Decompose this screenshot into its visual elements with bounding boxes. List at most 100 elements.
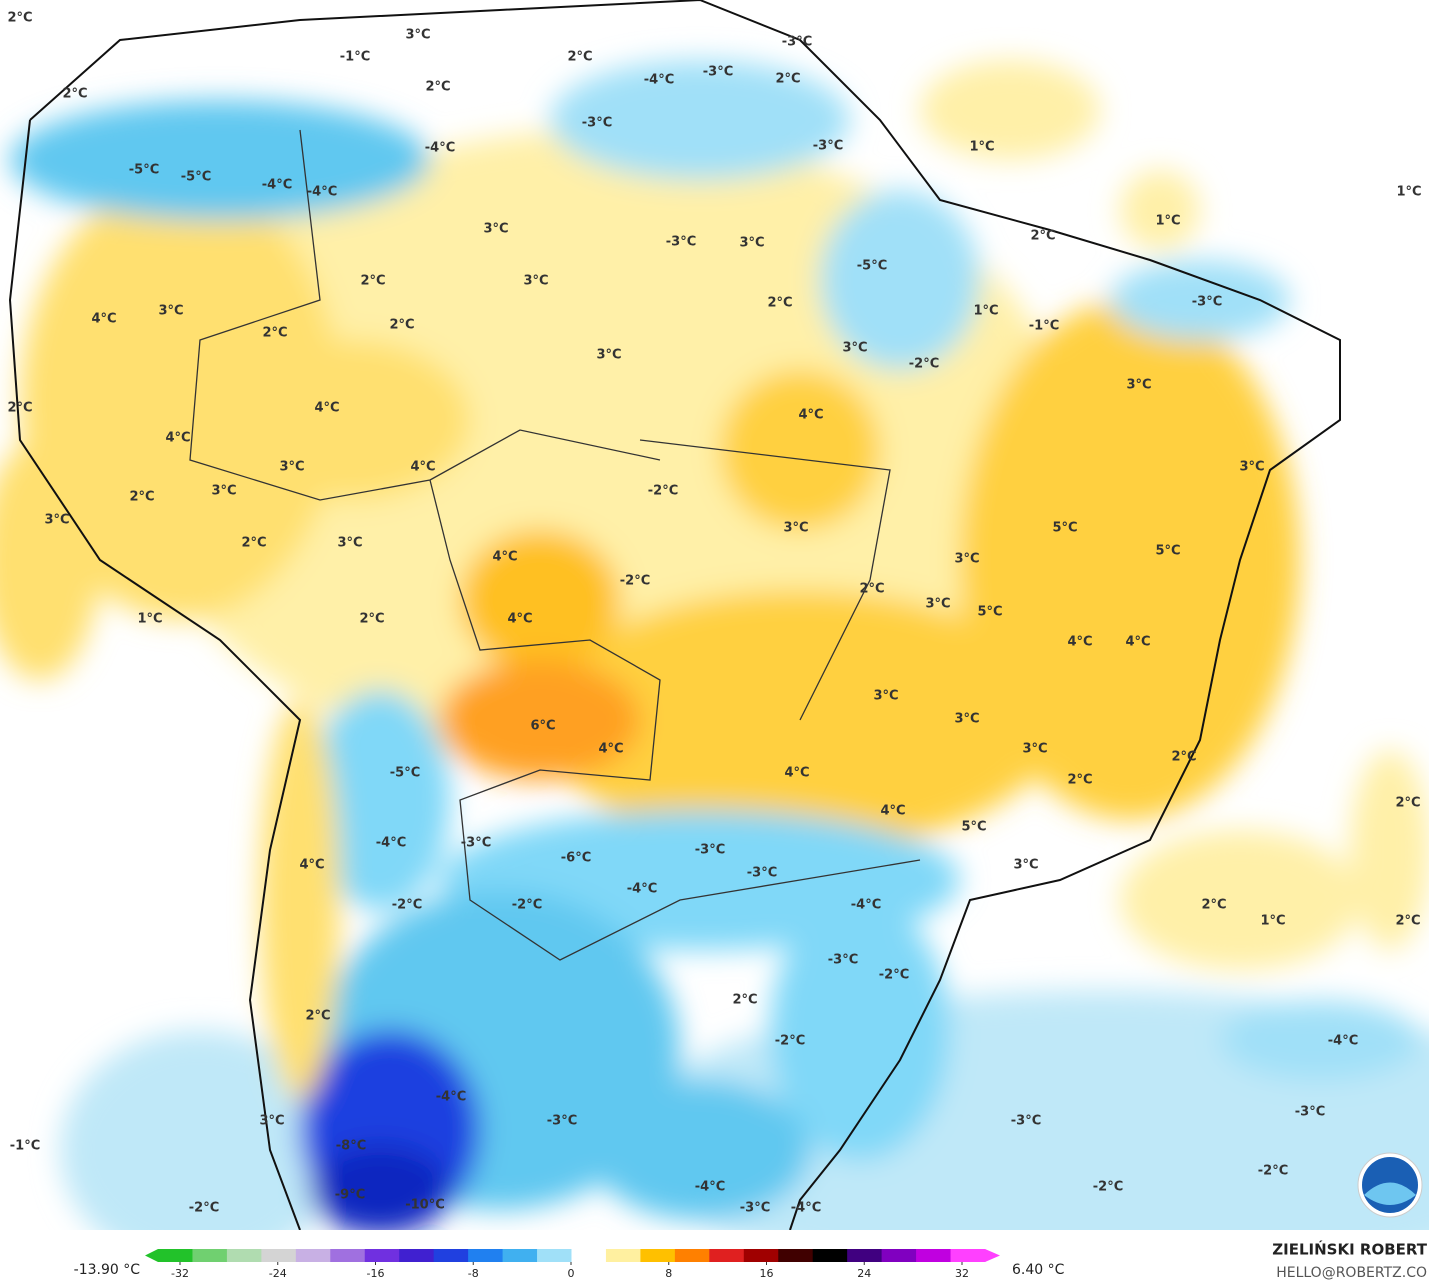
contour-label: -3°C bbox=[782, 35, 812, 50]
contour-label: 3°C bbox=[954, 712, 979, 727]
colorbar-swatch bbox=[468, 1249, 504, 1262]
contour-label: -3°C bbox=[1192, 295, 1222, 310]
contour-label: -3°C bbox=[813, 139, 843, 154]
anomaly-area bbox=[260, 700, 340, 1100]
contour-label: 2°C bbox=[567, 50, 592, 65]
contour-label: 2°C bbox=[1067, 773, 1092, 788]
contour-label: 3°C bbox=[1022, 742, 1047, 757]
contour-label: -3°C bbox=[695, 843, 725, 858]
contour-label: 2°C bbox=[129, 490, 154, 505]
colorbar-tick-label: -32 bbox=[171, 1267, 189, 1280]
contour-label: -2°C bbox=[775, 1034, 805, 1049]
contour-label: 3°C bbox=[523, 274, 548, 289]
colorbar-swatch bbox=[743, 1249, 779, 1262]
email: HELLO@ROBERTZ.CO bbox=[1276, 1265, 1427, 1281]
anomaly-field bbox=[0, 60, 1429, 1287]
colorbar-swatch bbox=[812, 1249, 848, 1262]
colorbar-tick-label: 16 bbox=[760, 1267, 774, 1280]
contour-label: -2°C bbox=[620, 574, 650, 589]
contour-label: -2°C bbox=[879, 968, 909, 983]
contour-label: -4°C bbox=[376, 836, 406, 851]
contour-label: 2°C bbox=[7, 401, 32, 416]
contour-label: 5°C bbox=[1052, 521, 1077, 536]
anomaly-area bbox=[460, 530, 620, 670]
anomaly-area bbox=[1120, 830, 1360, 970]
contour-label: -2°C bbox=[909, 357, 939, 372]
anomaly-area bbox=[590, 1080, 810, 1220]
contour-label: -3°C bbox=[747, 866, 777, 881]
contour-label: -4°C bbox=[436, 1090, 466, 1105]
contour-label: 2°C bbox=[1395, 914, 1420, 929]
colorbar-tick-label: 8 bbox=[665, 1267, 672, 1280]
anomaly-area bbox=[230, 340, 470, 500]
anomaly-area bbox=[920, 60, 1100, 160]
colorbar-tick-label: -16 bbox=[367, 1267, 385, 1280]
noaa-logo bbox=[1357, 1152, 1423, 1218]
contour-label: 4°C bbox=[91, 312, 116, 327]
contour-label: -5°C bbox=[390, 766, 420, 781]
contour-label: 3°C bbox=[259, 1114, 284, 1129]
colorbar-swatch bbox=[192, 1249, 228, 1262]
contour-label: 5°C bbox=[1155, 544, 1180, 559]
max-label: 6.40 °C bbox=[1012, 1262, 1065, 1278]
contour-label: 4°C bbox=[1125, 635, 1150, 650]
contour-label: -2°C bbox=[1258, 1164, 1288, 1179]
anomaly-area bbox=[60, 1030, 340, 1270]
contour-label: 3°C bbox=[873, 689, 898, 704]
contour-label: -4°C bbox=[307, 185, 337, 200]
colorbar-tick-label: -24 bbox=[269, 1267, 287, 1280]
anomaly-area bbox=[720, 370, 880, 530]
colorbar-tick-label: 32 bbox=[955, 1267, 969, 1280]
anomaly-area bbox=[820, 190, 980, 370]
contour-label: 6°C bbox=[530, 719, 555, 734]
colorbar-swatch bbox=[433, 1249, 469, 1262]
contour-label: 2°C bbox=[1171, 750, 1196, 765]
anomaly-area bbox=[10, 100, 430, 220]
anomaly-area bbox=[440, 660, 640, 780]
contour-label: -4°C bbox=[695, 1180, 725, 1195]
contour-label: -9°C bbox=[335, 1188, 365, 1203]
colorbar-arrow bbox=[985, 1249, 1000, 1262]
anomaly-area bbox=[1120, 170, 1200, 250]
contour-label: -3°C bbox=[828, 953, 858, 968]
contour-label: -3°C bbox=[461, 836, 491, 851]
anomaly-area bbox=[1220, 1000, 1420, 1080]
contour-label: 2°C bbox=[389, 318, 414, 333]
contour-label: 2°C bbox=[1201, 898, 1226, 913]
contour-label: 1°C bbox=[973, 304, 998, 319]
contour-label: -3°C bbox=[582, 116, 612, 131]
contour-label: 2°C bbox=[241, 536, 266, 551]
contour-label: -10°C bbox=[405, 1198, 445, 1213]
contour-label: 1°C bbox=[1155, 214, 1180, 229]
contour-label: -1°C bbox=[10, 1139, 40, 1154]
contour-label: 5°C bbox=[977, 605, 1002, 620]
contour-label: -2°C bbox=[1093, 1180, 1123, 1195]
contour-label: 2°C bbox=[262, 326, 287, 341]
contour-label: -4°C bbox=[262, 178, 292, 193]
contour-label: -2°C bbox=[189, 1201, 219, 1216]
author: ZIELIŃSKI ROBERT bbox=[1272, 1240, 1427, 1259]
colorbar-tick-label: 24 bbox=[857, 1267, 871, 1280]
colorbar-swatch bbox=[916, 1249, 952, 1262]
contour-label: 3°C bbox=[211, 484, 236, 499]
contour-label: 3°C bbox=[44, 513, 69, 528]
contour-label: -4°C bbox=[627, 882, 657, 897]
contour-label: 2°C bbox=[360, 274, 385, 289]
colorbar-swatch bbox=[364, 1249, 400, 1262]
contour-label: 3°C bbox=[925, 597, 950, 612]
contour-label: 2°C bbox=[62, 87, 87, 102]
contour-label: -3°C bbox=[1011, 1114, 1041, 1129]
contour-label: 4°C bbox=[880, 804, 905, 819]
contour-label: 1°C bbox=[137, 612, 162, 627]
contour-label: -6°C bbox=[561, 851, 591, 866]
colorbar-swatch bbox=[881, 1249, 917, 1262]
contour-label: 2°C bbox=[859, 582, 884, 597]
colorbar-swatch bbox=[502, 1249, 538, 1262]
contour-label: 3°C bbox=[1126, 378, 1151, 393]
contour-label: 3°C bbox=[783, 521, 808, 536]
contour-label: 3°C bbox=[158, 304, 183, 319]
colorbar-swatch bbox=[709, 1249, 745, 1262]
contour-label: 2°C bbox=[425, 80, 450, 95]
anomaly-area bbox=[1110, 260, 1290, 340]
contour-label: -5°C bbox=[857, 259, 887, 274]
